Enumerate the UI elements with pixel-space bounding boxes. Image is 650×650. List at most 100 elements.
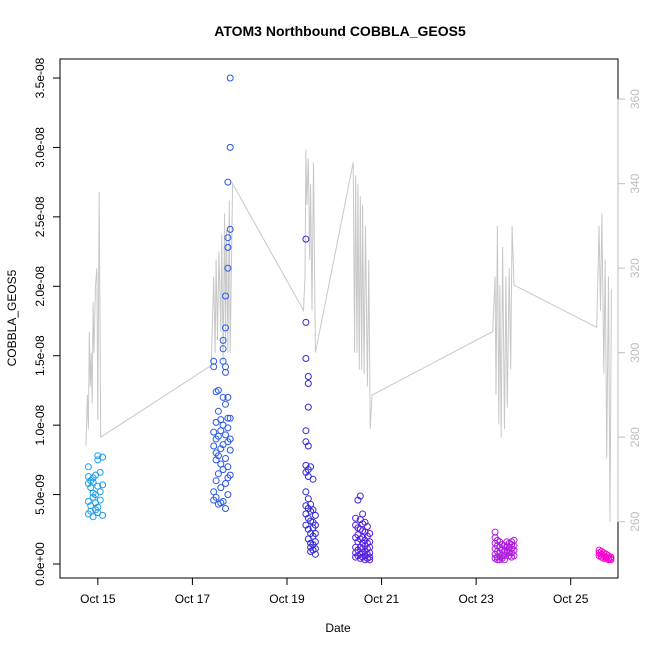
data-point — [226, 471, 234, 479]
data-point — [366, 530, 374, 537]
x-tick-label: Oct 21 — [364, 592, 400, 606]
y-axis-left: 0.0e+00 5.0e-09 1.0e-08 1.5e-08 2.0e-08 2.5e-… — [33, 57, 61, 586]
data-point — [99, 511, 107, 519]
data-point — [214, 452, 222, 460]
data-point — [222, 431, 229, 439]
data-point — [222, 505, 229, 512]
y2-tick-label: 280 — [628, 427, 642, 447]
data-point — [222, 455, 229, 462]
y2-tick-label: 260 — [628, 511, 642, 531]
data-point — [510, 552, 518, 560]
data-point — [302, 235, 310, 243]
data-point — [304, 403, 312, 411]
data-point — [302, 355, 310, 362]
chart-title: ATOM3 Northbound COBBLA_GEOS5 — [214, 23, 466, 39]
data-point — [226, 435, 234, 443]
secondary-series-line — [85, 149, 612, 522]
data-point — [226, 74, 234, 82]
data-point — [99, 481, 107, 489]
y2-tick-label: 340 — [628, 173, 642, 193]
data-point — [363, 523, 371, 530]
data-point — [304, 442, 312, 450]
y-tick-label: 1.0e-08 — [33, 404, 47, 445]
data-point — [226, 414, 234, 422]
data-point — [210, 442, 218, 450]
data-point — [219, 336, 227, 344]
data-point — [89, 513, 97, 521]
data-point — [210, 428, 218, 436]
data-point — [226, 225, 234, 233]
y-axis-right: 260 280 300 320 340 360 — [617, 89, 642, 532]
data-point — [94, 503, 102, 511]
x-tick-label: Oct 23 — [458, 592, 494, 606]
data-point — [224, 424, 232, 432]
data-point — [84, 473, 92, 480]
data-point — [224, 264, 232, 272]
data-point — [224, 243, 232, 251]
x-tick-label: Oct 25 — [553, 592, 589, 606]
y-tick-label: 1.5e-08 — [33, 335, 47, 376]
data-point — [222, 324, 229, 332]
data-point — [304, 373, 312, 380]
data-point — [224, 234, 232, 242]
data-point — [96, 468, 104, 476]
data-point — [311, 511, 319, 519]
secondary-line-layer — [85, 149, 612, 522]
data-point — [219, 498, 227, 505]
data-point — [214, 386, 222, 394]
data-point — [96, 488, 104, 496]
data-point — [214, 407, 222, 415]
data-point — [366, 549, 374, 557]
x-axis-label: Date — [325, 621, 351, 635]
data-point — [94, 452, 102, 460]
data-point — [84, 463, 92, 471]
data-point — [366, 556, 374, 564]
data-point — [359, 510, 367, 518]
y-tick-label: 2.5e-08 — [33, 196, 47, 237]
data-point — [224, 491, 232, 499]
y2-tick-label: 360 — [628, 89, 642, 109]
data-point — [222, 368, 229, 376]
data-point — [311, 550, 319, 558]
data-point — [210, 363, 218, 371]
data-point — [94, 482, 102, 490]
data-point — [224, 414, 232, 422]
data-point — [356, 492, 364, 500]
data-point — [222, 292, 229, 300]
data-point — [307, 463, 315, 471]
data-point — [89, 478, 97, 486]
data-point — [99, 453, 107, 461]
data-point — [366, 553, 374, 561]
data-point — [311, 538, 319, 546]
data-point — [311, 521, 319, 529]
data-point — [219, 393, 227, 401]
data-point — [222, 400, 229, 408]
data-point — [212, 477, 220, 485]
data-point — [302, 488, 310, 496]
data-point — [309, 475, 317, 483]
points-layer — [84, 74, 615, 564]
data-point — [302, 318, 310, 326]
data-point — [222, 480, 229, 487]
data-point — [212, 456, 220, 464]
data-point — [304, 525, 312, 533]
data-point — [87, 507, 95, 515]
data-point — [352, 514, 360, 522]
data-point — [226, 143, 234, 151]
y-tick-label: 3.5e-08 — [33, 57, 47, 98]
y-tick-label: 2.0e-08 — [33, 266, 47, 307]
y2-tick-label: 320 — [628, 258, 642, 278]
data-point — [96, 496, 104, 504]
data-point — [226, 446, 234, 454]
y-tick-label: 5.0e-09 — [33, 474, 47, 515]
y-tick-label: 3.0e-08 — [33, 127, 47, 168]
data-point — [224, 393, 232, 401]
data-point — [217, 484, 225, 492]
data-point — [214, 470, 222, 478]
data-point — [214, 432, 222, 440]
data-point — [84, 498, 92, 505]
data-point — [219, 345, 227, 353]
data-point — [607, 556, 615, 564]
